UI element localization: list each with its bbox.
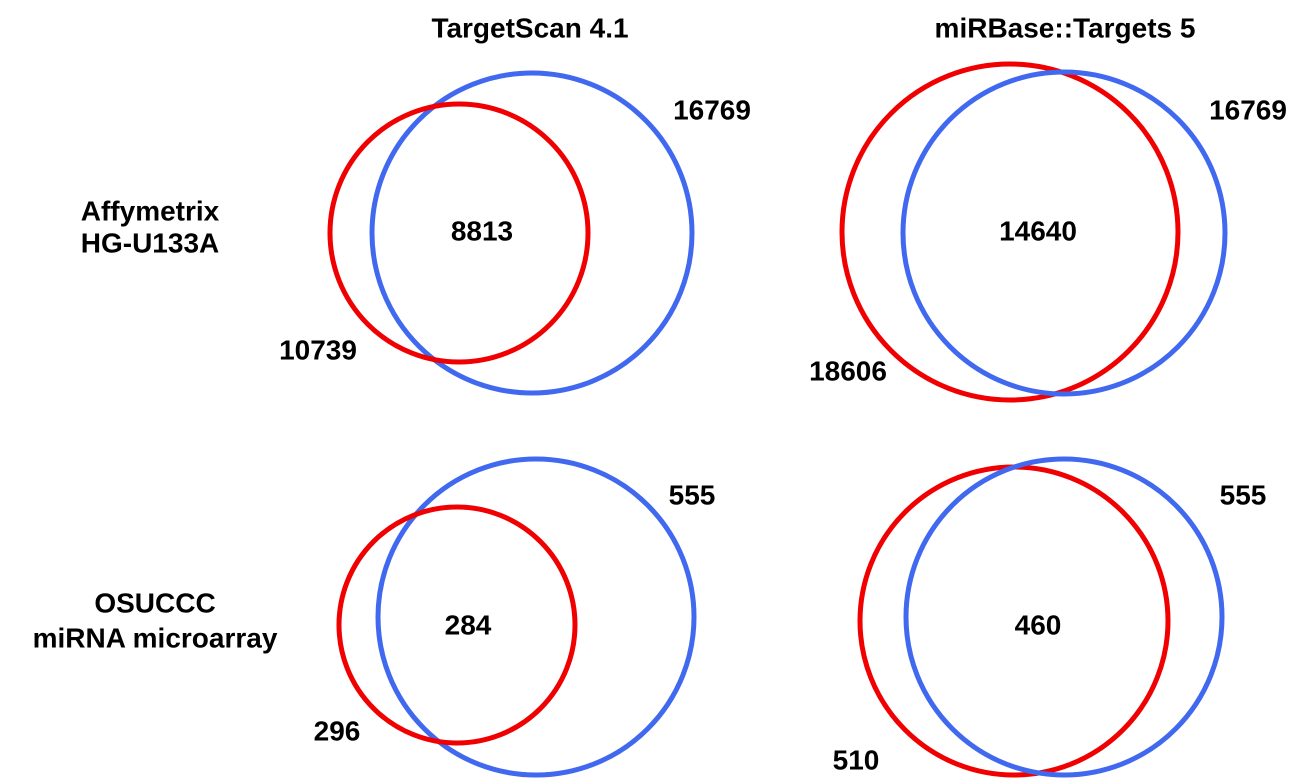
blue-count: 16769	[1209, 94, 1287, 125]
blue-count: 555	[1220, 479, 1267, 510]
red-count: 18606	[809, 355, 887, 386]
red-circle	[839, 61, 1181, 403]
overlap-count: 284	[445, 609, 492, 640]
column-title: TargetScan 4.1	[431, 12, 628, 43]
blue-circle	[900, 69, 1228, 397]
red-circle	[336, 504, 578, 746]
overlap-count: 14640	[999, 215, 1077, 246]
blue-count: 555	[669, 479, 716, 510]
column-title: miRBase::Targets 5	[935, 12, 1196, 43]
red-count: 10739	[279, 334, 357, 365]
red-count: 296	[314, 715, 361, 746]
red-count: 510	[833, 744, 880, 775]
blue-circle	[903, 456, 1225, 778]
blue-circle	[375, 456, 697, 778]
red-circle	[327, 101, 591, 365]
row-label: HG-U133A	[81, 227, 219, 258]
row-label: OSUCCC	[94, 587, 215, 618]
overlap-count: 8813	[451, 215, 513, 246]
row-label: Affymetrix	[81, 195, 220, 226]
overlap-count: 460	[1015, 609, 1062, 640]
blue-circle	[369, 70, 695, 396]
blue-count: 16769	[673, 94, 751, 125]
row-label: miRNA microarray	[33, 622, 278, 653]
